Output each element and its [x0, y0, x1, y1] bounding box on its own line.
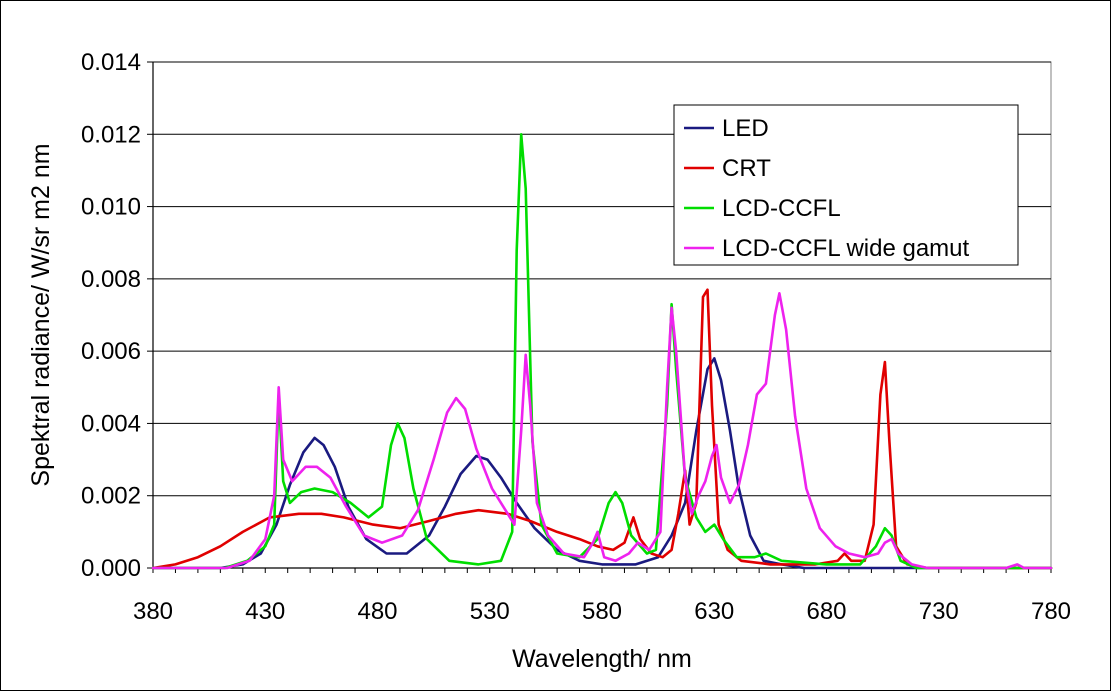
x-tick-label: 580 — [582, 598, 622, 625]
legend: LED CRT LCD-CCFL LCD-CCFL wide gamut — [673, 104, 1019, 266]
x-tick-label: 680 — [806, 598, 846, 625]
x-axis-title: Wavelength/ nm — [512, 645, 692, 673]
legend-label: LED — [722, 115, 769, 142]
series-line-4 — [151, 291, 1053, 570]
y-tick-label: 0.008 — [81, 266, 141, 293]
legend-label: LCD-CCFL — [722, 195, 841, 222]
y-tick-labels: 0.000 0.002 0.004 0.006 0.008 0.010 0.012 0.014 — [81, 49, 141, 582]
y-tick-label: 0.012 — [81, 121, 141, 148]
series-line-1 — [151, 357, 1053, 570]
x-tick-label: 380 — [133, 598, 173, 625]
legend-box — [673, 104, 1019, 266]
series-line-3 — [151, 133, 1053, 570]
axes — [147, 61, 1052, 573]
y-axis-title: Spektral radiance/ W/sr m2 nm — [27, 143, 55, 486]
y-tick-label: 0.010 — [81, 194, 141, 221]
x-tick-label: 780 — [1031, 598, 1071, 625]
legend-label: LCD-CCFL wide gamut — [722, 235, 970, 262]
x-tick-labels: 380 430 480 530 580 630 680 730 780 — [133, 598, 1071, 625]
x-tick-label: 530 — [470, 598, 510, 625]
y-tick-label: 0.002 — [81, 483, 141, 510]
x-tick-label: 430 — [245, 598, 285, 625]
x-tick-label: 630 — [694, 598, 734, 625]
y-tick-label: 0.006 — [81, 338, 141, 365]
legend-label: CRT — [722, 155, 771, 182]
x-tick-label: 730 — [919, 598, 959, 625]
series-lines — [151, 133, 1053, 570]
y-tick-label: 0.000 — [81, 555, 141, 582]
y-tick-label: 0.004 — [81, 410, 141, 437]
x-tick-label: 480 — [357, 598, 397, 625]
y-tick-label: 0.014 — [81, 49, 141, 76]
